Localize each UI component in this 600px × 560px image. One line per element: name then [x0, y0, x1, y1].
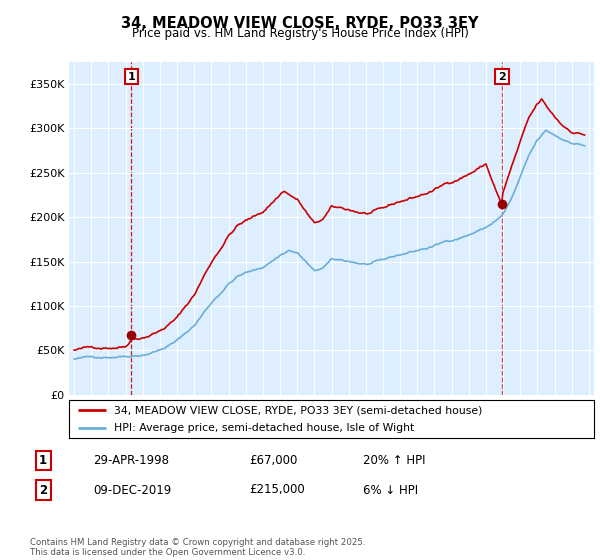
Text: 29-APR-1998: 29-APR-1998 [93, 454, 169, 467]
Text: 34, MEADOW VIEW CLOSE, RYDE, PO33 3EY: 34, MEADOW VIEW CLOSE, RYDE, PO33 3EY [121, 16, 479, 31]
Text: 1: 1 [39, 454, 47, 467]
Text: 34, MEADOW VIEW CLOSE, RYDE, PO33 3EY (semi-detached house): 34, MEADOW VIEW CLOSE, RYDE, PO33 3EY (s… [113, 405, 482, 415]
Text: 2: 2 [39, 483, 47, 497]
Text: 2: 2 [498, 72, 506, 82]
Text: 20% ↑ HPI: 20% ↑ HPI [363, 454, 425, 467]
Text: HPI: Average price, semi-detached house, Isle of Wight: HPI: Average price, semi-detached house,… [113, 423, 414, 433]
Text: Contains HM Land Registry data © Crown copyright and database right 2025.
This d: Contains HM Land Registry data © Crown c… [30, 538, 365, 557]
Text: 1: 1 [127, 72, 135, 82]
Text: £67,000: £67,000 [249, 454, 298, 467]
Text: £215,000: £215,000 [249, 483, 305, 497]
Text: 09-DEC-2019: 09-DEC-2019 [93, 483, 171, 497]
Text: Price paid vs. HM Land Registry's House Price Index (HPI): Price paid vs. HM Land Registry's House … [131, 27, 469, 40]
Text: 6% ↓ HPI: 6% ↓ HPI [363, 483, 418, 497]
